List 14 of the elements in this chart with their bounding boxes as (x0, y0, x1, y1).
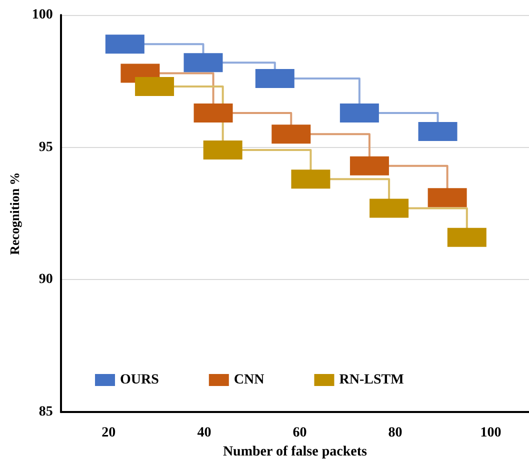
x-tick-label: 60 (292, 426, 307, 441)
x-tick-label: 20 (102, 426, 116, 441)
x-tick-label: 100 (480, 426, 502, 441)
y-tick-label: 90 (38, 272, 53, 288)
legend-label: OURS (120, 372, 160, 388)
x-axis-title: Number of false packets (222, 444, 368, 460)
legend-label: RN-LSTM (339, 372, 404, 388)
y-tick-label: 95 (38, 140, 53, 155)
legend-label: CNN (234, 372, 264, 388)
x-tick-label: 80 (388, 426, 402, 441)
y-tick-label: 100 (32, 8, 53, 22)
y-axis-title: Recognition % (7, 172, 22, 255)
y-tick-label: 85 (38, 404, 53, 420)
x-tick-label: 40 (197, 426, 212, 441)
